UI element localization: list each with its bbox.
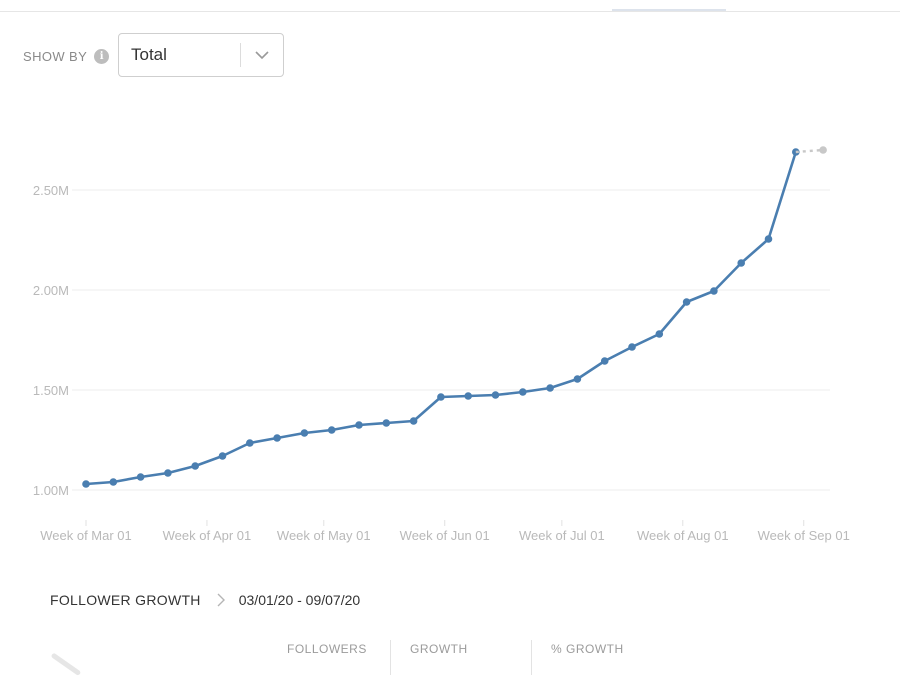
select-separator — [240, 43, 241, 67]
column-divider — [531, 640, 532, 675]
data-point — [191, 462, 199, 470]
x-tick-label: Week of Sep 01 — [758, 528, 850, 543]
follower-line-chart: 1.00M 1.50M 2.00M 2.50M Week of Mar 01 Week o… — [33, 146, 850, 543]
x-tick-label: Week of Jun 01 — [400, 528, 490, 543]
data-point — [164, 469, 172, 477]
x-tick-label: Week of Mar 01 — [40, 528, 132, 543]
top-divider — [0, 11, 900, 12]
data-point — [409, 417, 418, 425]
data-point — [519, 388, 527, 396]
data-point — [273, 434, 281, 442]
data-point — [737, 259, 745, 267]
x-tick-label: Week of Apr 01 — [163, 528, 252, 543]
show-by-control: SHOW BY i Total — [23, 33, 284, 79]
data-point — [628, 343, 636, 351]
chevron-down-icon[interactable] — [241, 50, 283, 60]
info-icon[interactable]: i — [94, 48, 110, 64]
data-point — [218, 452, 227, 460]
percent-growth-column-header: % GROWTH — [551, 642, 624, 656]
y-tick-label: 1.50M — [33, 383, 69, 398]
y-tick-label: 2.00M — [33, 283, 69, 298]
data-point — [682, 298, 691, 306]
x-tick-label: Week of Jul 01 — [519, 528, 605, 543]
data-point — [710, 287, 718, 295]
series-line — [85, 151, 798, 486]
follower-growth-title: FOLLOWER GROWTH — [50, 592, 201, 608]
data-point — [246, 439, 254, 447]
decorative-icon — [50, 652, 82, 676]
data-point — [82, 480, 90, 488]
data-point — [136, 473, 145, 481]
x-tick-label: Week of Aug 01 — [637, 528, 729, 543]
data-point — [546, 384, 554, 392]
data-point — [437, 393, 445, 401]
growth-column-header: GROWTH — [410, 642, 468, 656]
data-point — [109, 478, 118, 486]
followers-column-header: FOLLOWERS — [287, 642, 367, 656]
show-by-select[interactable]: Total — [118, 33, 284, 77]
data-point — [600, 357, 609, 365]
follower-growth-header: FOLLOWER GROWTH 03/01/20 - 09/07/20 — [50, 592, 360, 608]
active-tab-indicator — [612, 9, 726, 11]
y-tick-label: 2.50M — [33, 183, 69, 198]
show-by-selected-value: Total — [131, 45, 167, 64]
show-by-label: SHOW BY — [23, 48, 88, 64]
date-range[interactable]: 03/01/20 - 09/07/20 — [238, 592, 361, 608]
data-point — [300, 429, 309, 437]
data-point — [655, 330, 664, 338]
x-tick-label: Week of May 01 — [277, 528, 371, 543]
data-point — [382, 419, 391, 427]
y-tick-label: 1.00M — [33, 483, 69, 498]
data-point — [464, 392, 473, 400]
projection-line — [795, 148, 824, 154]
data-point — [764, 235, 773, 243]
data-point — [355, 421, 363, 429]
data-point — [573, 375, 582, 383]
chevron-right-icon[interactable] — [217, 593, 225, 607]
projection-point — [819, 146, 827, 154]
data-point — [327, 426, 336, 434]
data-point — [491, 391, 500, 399]
column-divider — [390, 640, 391, 675]
